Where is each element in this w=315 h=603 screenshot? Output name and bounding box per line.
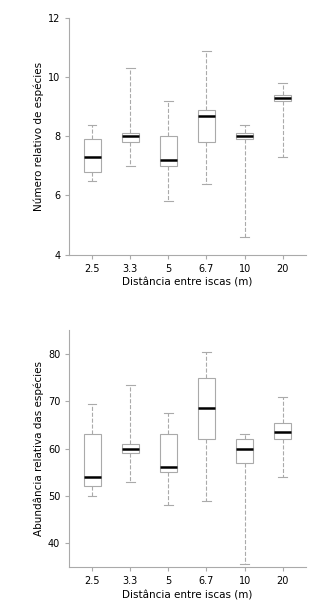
PathPatch shape — [83, 139, 101, 172]
PathPatch shape — [236, 133, 253, 139]
PathPatch shape — [160, 136, 177, 166]
Y-axis label: Abundância relativa das espécies: Abundância relativa das espécies — [33, 361, 44, 536]
PathPatch shape — [122, 444, 139, 453]
Y-axis label: Número relativo de espécies: Número relativo de espécies — [33, 62, 44, 211]
PathPatch shape — [274, 423, 291, 439]
PathPatch shape — [274, 95, 291, 101]
PathPatch shape — [83, 434, 101, 487]
PathPatch shape — [198, 377, 215, 439]
PathPatch shape — [122, 133, 139, 142]
X-axis label: Distância entre iscas (m): Distância entre iscas (m) — [122, 590, 253, 600]
PathPatch shape — [236, 439, 253, 463]
PathPatch shape — [198, 110, 215, 142]
PathPatch shape — [160, 434, 177, 472]
X-axis label: Distância entre iscas (m): Distância entre iscas (m) — [122, 278, 253, 288]
